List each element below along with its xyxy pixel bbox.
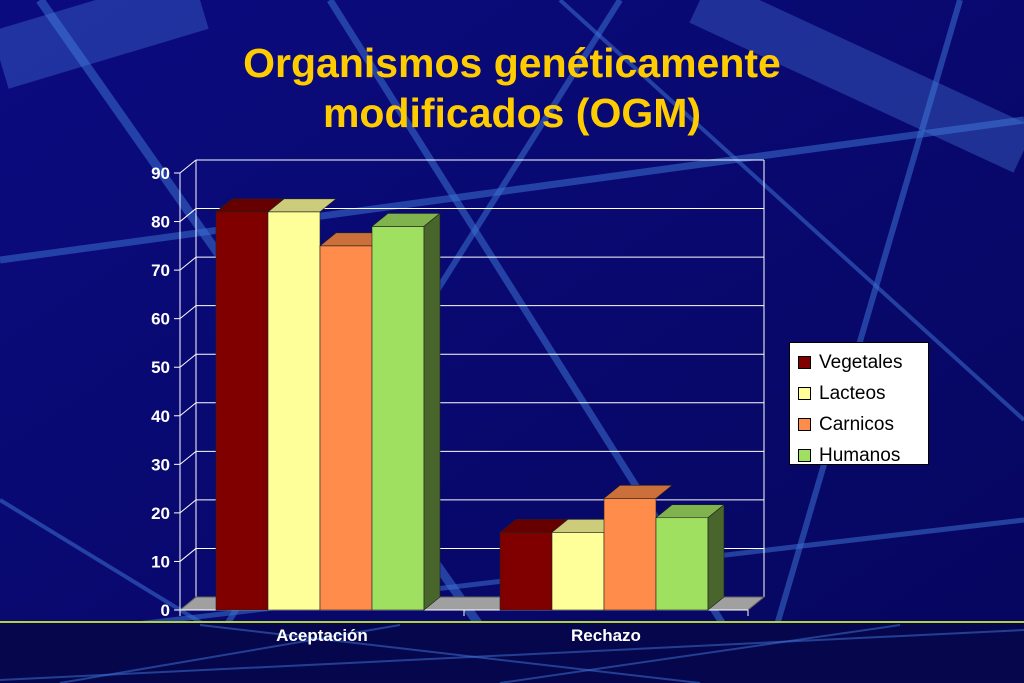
legend-label: Carnicos — [819, 413, 894, 435]
y-tick-label: 60 — [151, 310, 170, 329]
y-tick-label: 70 — [151, 261, 170, 280]
bar-lacteos-0 — [267, 211, 321, 611]
y-tick-label: 0 — [161, 601, 170, 620]
bar-lacteos-1 — [551, 532, 605, 611]
slide-title: Organismos genéticamente modificados (OG… — [112, 38, 912, 138]
gridline-side — [179, 402, 197, 417]
bar-vegetales-0 — [215, 211, 269, 611]
y-tick-label: 40 — [151, 407, 170, 426]
chart-legend: Vegetales Lacteos Carnicos Humanos — [789, 342, 929, 466]
bar-humanos-1 — [655, 517, 709, 611]
bar-carnicos-1 — [603, 498, 657, 611]
x-category-label: Aceptación — [276, 626, 368, 645]
gridline-side — [179, 548, 197, 562]
bar-top-carnicos-1 — [603, 485, 673, 499]
legend-item: Lacteos — [798, 378, 928, 409]
legend-item: Humanos — [798, 440, 928, 471]
legend-swatch — [798, 449, 811, 462]
y-tick-label: 90 — [151, 164, 170, 183]
gridline-side — [179, 256, 197, 271]
y-tick-label: 50 — [151, 358, 170, 377]
x-category-label: Rechazo — [571, 626, 641, 645]
gridline-side — [179, 159, 197, 174]
legend-swatch — [798, 356, 811, 369]
legend-label: Vegetales — [819, 351, 903, 373]
gridline-side — [179, 208, 197, 222]
legend-label: Humanos — [819, 444, 901, 466]
gridline-side — [179, 499, 197, 514]
gridline-side — [179, 353, 197, 368]
y-tick-label: 30 — [151, 455, 170, 474]
y-tick-label: 20 — [151, 504, 170, 523]
title-line-2: modificados (OGM) — [322, 90, 702, 136]
bar-side-humanos-1 — [707, 504, 725, 611]
bar-side-humanos-0 — [423, 212, 441, 611]
bar-vegetales-1 — [499, 532, 553, 611]
y-tick-label: 80 — [151, 213, 170, 232]
legend-item: Vegetales — [798, 347, 928, 378]
bar-top-lacteos-0 — [267, 198, 337, 213]
y-tick-label: 10 — [151, 552, 170, 571]
legend-label: Lacteos — [819, 382, 886, 404]
legend-swatch — [798, 418, 811, 431]
legend-item: Carnicos — [798, 409, 928, 440]
bar-humanos-0 — [371, 226, 425, 611]
gridline-side — [179, 305, 197, 320]
gridline-side — [179, 450, 197, 465]
title-line-1: Organismos genéticamente — [243, 40, 781, 86]
bar-carnicos-0 — [319, 245, 373, 611]
legend-swatch — [798, 387, 811, 400]
